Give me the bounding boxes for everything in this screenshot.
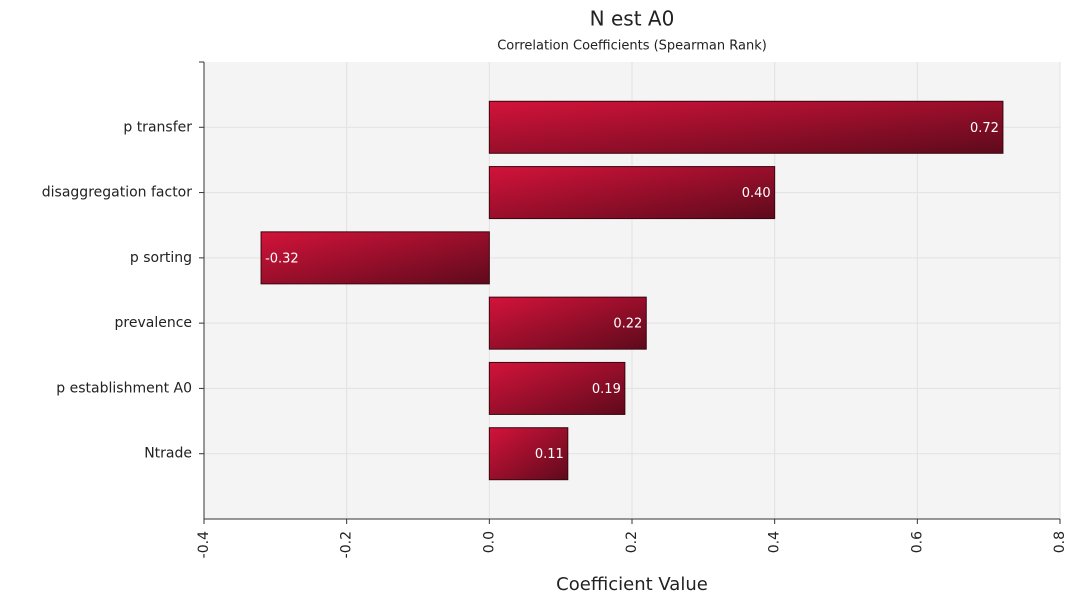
y-tick-label: Ntrade xyxy=(144,446,192,462)
x-tick-label: -0.4 xyxy=(196,531,212,558)
y-tick-label: p sorting xyxy=(130,250,192,266)
bar xyxy=(260,231,490,285)
x-tick-label: 0.8 xyxy=(1052,531,1068,553)
data-label: 0.19 xyxy=(592,382,621,397)
x-tick-label: 0.4 xyxy=(767,531,783,553)
y-tick-label: p transfer xyxy=(123,119,192,135)
x-tick-label: 0.0 xyxy=(481,531,497,553)
chart-subtitle: Correlation Coefficients (Spearman Rank) xyxy=(497,39,767,54)
data-label: 0.72 xyxy=(970,121,999,136)
data-label: -0.32 xyxy=(265,251,299,266)
data-label: 0.40 xyxy=(742,186,771,201)
x-tick-label: 0.6 xyxy=(909,531,925,553)
x-tick-label: -0.2 xyxy=(339,531,355,558)
x-tick-label: 0.2 xyxy=(624,531,640,553)
chart-title: N est A0 xyxy=(590,7,675,31)
x-axis-title: Coefficient Value xyxy=(556,574,708,595)
data-label: 0.22 xyxy=(613,317,642,332)
bar xyxy=(488,166,776,220)
bar xyxy=(488,361,626,415)
y-tick-label: prevalence xyxy=(115,315,193,331)
bar xyxy=(488,100,1004,154)
y-tick-label: p establishment A0 xyxy=(56,380,192,396)
data-label: 0.11 xyxy=(535,447,564,462)
bar xyxy=(488,296,647,350)
y-tick-label: disaggregation factor xyxy=(42,185,192,201)
bar xyxy=(488,427,569,481)
